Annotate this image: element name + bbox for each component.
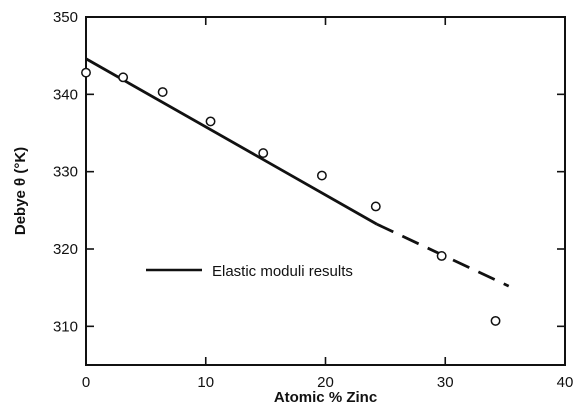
legend: Elastic moduli results — [146, 263, 353, 280]
data-point-4 — [258, 148, 269, 159]
x-tick-label-10: 10 — [197, 374, 214, 391]
y-tick-label-340: 340 — [53, 86, 78, 103]
y-tick-label-330: 330 — [53, 164, 78, 181]
data-point-1 — [118, 72, 129, 83]
x-tick-label-0: 0 — [82, 374, 90, 391]
data-point-8 — [490, 315, 501, 326]
plot-border — [85, 16, 566, 366]
y-axis-label: Debye θ (°K) — [12, 147, 29, 235]
data-point-2 — [157, 87, 168, 97]
y-tick-label-350: 350 — [53, 9, 78, 26]
legend-label: Elastic moduli results — [212, 263, 353, 280]
x-axis-label: Atomic % Zinc — [274, 389, 377, 406]
data-point-0 — [81, 67, 91, 78]
y-tick-label-310: 310 — [53, 318, 78, 335]
data-point-6 — [370, 201, 381, 212]
data-point-3 — [205, 116, 216, 127]
plot-frame — [85, 16, 566, 366]
data-points — [81, 67, 501, 326]
axis-tick-labels: 0 10 20 30 40 310 320 330 340 350 — [53, 9, 573, 391]
data-point-7 — [436, 251, 447, 261]
x-tick-label-40: 40 — [557, 374, 574, 391]
x-tick-label-20: 20 — [317, 374, 334, 391]
data-point-5 — [316, 170, 327, 181]
axis-ticks — [85, 16, 566, 365]
x-tick-label-30: 30 — [437, 374, 454, 391]
y-tick-label-320: 320 — [53, 241, 78, 258]
fit-lines — [85, 57, 510, 288]
fit-line-solid — [85, 57, 378, 226]
